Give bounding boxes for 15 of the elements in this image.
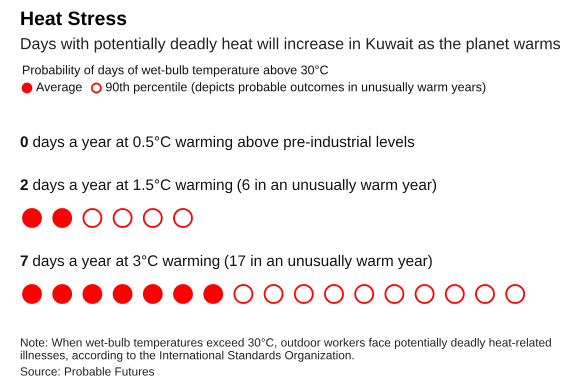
legend-label: Average xyxy=(36,82,82,94)
text: Days with potentially deadly heat will increase in Kuwait as the planet warms xyxy=(21,38,560,52)
legend-label: 90th percentile (depicts probable outcomes in unusually warm years) xyxy=(106,82,486,94)
text: Note: When wet-bulb temperatures exceed 30°C, outdoor workers face potentially deadly heat-related illnesses, according to the International Standards Organization. xyxy=(20,338,551,362)
source-note: Source: Probable Futures xyxy=(20,367,154,376)
data-label: 0 xyxy=(20,136,28,148)
data-label: 2 xyxy=(20,179,28,190)
category-label: days a year at 0.5°C warming above pre-industrial levels xyxy=(33,136,414,150)
text: Heat Stress xyxy=(21,11,126,26)
data-label: (6 in an unusually warm year) xyxy=(238,178,436,194)
data-label: (17 in an unusually warm year) xyxy=(224,254,432,270)
category-label: days a year at 3°C warming xyxy=(33,254,220,270)
legend-title: Probability of days of wet-bulb temperature above 30°C xyxy=(23,65,328,77)
category-label: days a year at 1.5°C warming xyxy=(33,178,232,194)
data-label: 7 xyxy=(20,255,28,266)
